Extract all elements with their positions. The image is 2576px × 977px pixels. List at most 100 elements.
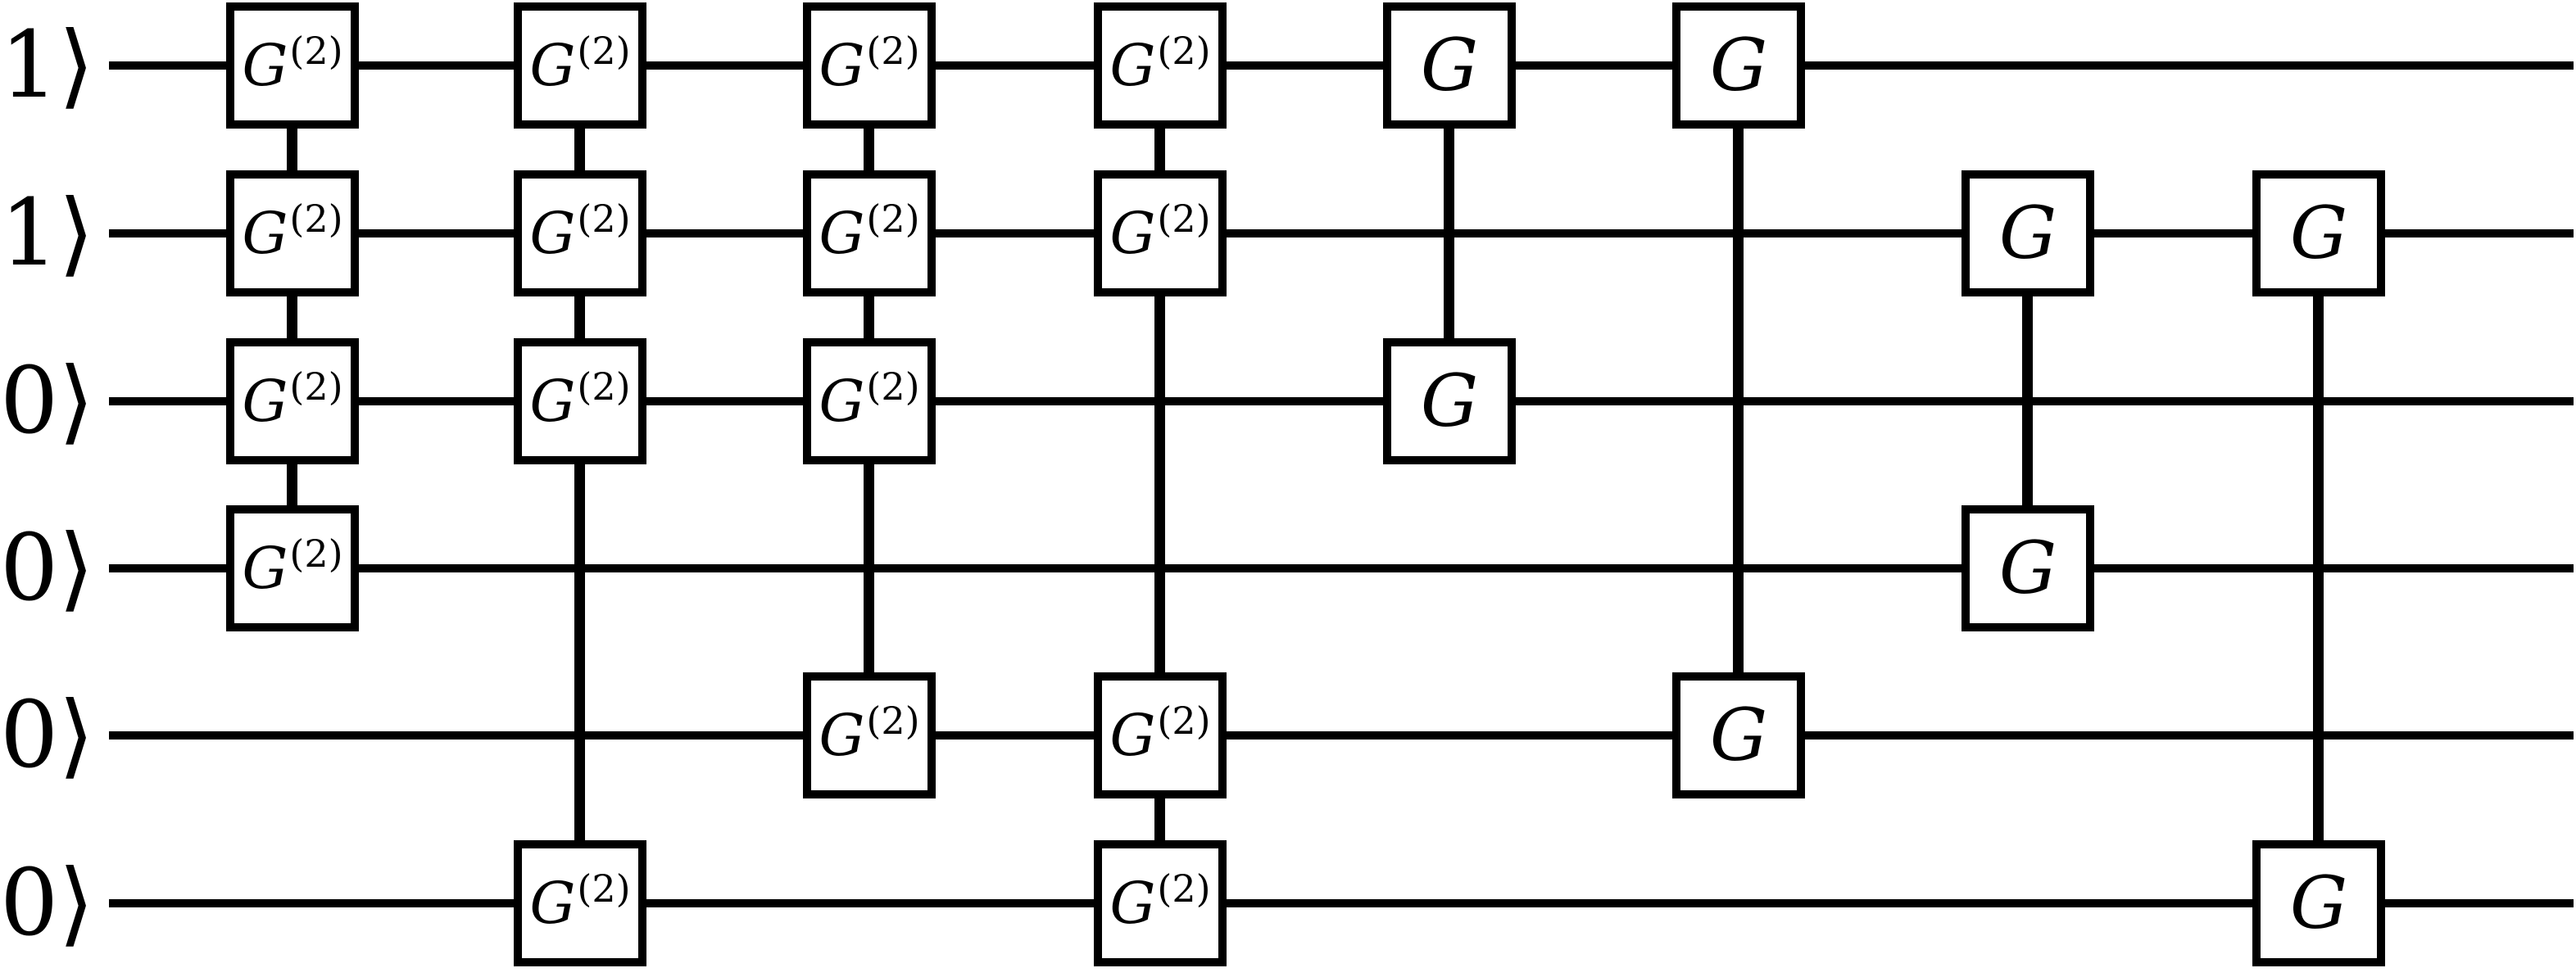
gate-box-g2: G(2) (803, 672, 936, 798)
gate-box-g: G (1672, 672, 1805, 798)
gate-box-g2: G(2) (514, 170, 646, 296)
gate-superscript: (2) (577, 197, 631, 241)
gate-symbol: G (1109, 702, 1156, 769)
gate-superscript: (2) (577, 364, 631, 409)
gate-symbol: G (819, 368, 865, 435)
gate-label: G(2) (529, 32, 630, 94)
gate-connector-line (1733, 66, 1744, 735)
gate-symbol: G (819, 32, 865, 99)
gate-symbol: G (2289, 861, 2348, 945)
gate-box-g: G (1961, 505, 2094, 631)
gate-symbol: G (242, 535, 288, 602)
gate-symbol: G (1109, 870, 1156, 937)
gate-symbol: G (1420, 23, 1479, 107)
gate-superscript: (2) (866, 29, 920, 73)
gate-superscript: (2) (1157, 866, 1211, 911)
gate-label: G(2) (819, 702, 919, 764)
gate-connector-line (2022, 233, 2033, 568)
gate-box-g: G (1383, 338, 1516, 464)
gate-superscript: (2) (866, 699, 920, 743)
qubit-wire (109, 61, 2574, 70)
gate-symbol: G (1998, 526, 2057, 610)
gate-label: G(2) (819, 368, 919, 430)
gate-symbol: G (1709, 693, 1768, 777)
gate-box-g2: G(2) (514, 2, 646, 129)
gate-symbol: G (242, 32, 288, 99)
gate-label: G(2) (242, 32, 342, 94)
gate-box-g2: G(2) (803, 338, 936, 464)
gate-label: G (2290, 197, 2347, 269)
gate-superscript: (2) (289, 531, 343, 576)
gate-box-g2: G(2) (803, 2, 936, 129)
gate-label: G (1421, 365, 1478, 437)
wire-state-label: 1⟩ (0, 12, 94, 119)
wire-state-label: 0⟩ (0, 850, 94, 957)
gate-superscript: (2) (1157, 29, 1211, 73)
gate-superscript: (2) (1157, 197, 1211, 241)
gate-box-g2: G(2) (226, 2, 359, 129)
gate-box-g2: G(2) (1094, 672, 1227, 798)
qubit-wire (109, 731, 2574, 740)
gate-label: G (1421, 29, 1478, 102)
gate-superscript: (2) (289, 197, 343, 241)
gate-label: G(2) (1109, 32, 1210, 94)
gate-label: G (1710, 699, 1767, 771)
gate-label: G (1710, 29, 1767, 102)
wire-state-label: 0⟩ (0, 348, 94, 455)
gate-label: G(2) (242, 535, 342, 597)
gate-label: G(2) (529, 870, 630, 932)
gate-label: G(2) (1109, 702, 1210, 764)
gate-label: G (2290, 867, 2347, 939)
gate-box-g2: G(2) (514, 840, 646, 966)
gate-superscript: (2) (1157, 699, 1211, 743)
gate-connector-line (2313, 233, 2324, 903)
gate-connector-line (287, 66, 297, 568)
gate-label: G(2) (1109, 870, 1210, 932)
gate-symbol: G (1109, 200, 1156, 267)
gate-box-g2: G(2) (514, 338, 646, 464)
gate-connector-line (1444, 66, 1454, 401)
gate-superscript: (2) (866, 364, 920, 409)
gate-box-g2: G(2) (1094, 2, 1227, 129)
gate-label: G(2) (819, 200, 919, 262)
gate-symbol: G (1998, 191, 2057, 275)
gate-box-g2: G(2) (226, 505, 359, 631)
gate-superscript: (2) (289, 29, 343, 73)
gate-label: G(2) (819, 32, 919, 94)
qubit-wire (109, 564, 2574, 572)
gate-label: G(2) (529, 368, 630, 430)
gate-box-g2: G(2) (1094, 840, 1227, 966)
gate-box-g: G (2252, 840, 2385, 966)
gate-box-g: G (1961, 170, 2094, 296)
gate-superscript: (2) (577, 29, 631, 73)
gate-label: G(2) (242, 368, 342, 430)
gate-symbol: G (242, 200, 288, 267)
gate-box-g2: G(2) (803, 170, 936, 296)
gate-label: G (1999, 532, 2057, 604)
qubit-wire (109, 397, 2574, 405)
gate-label: G(2) (1109, 200, 1210, 262)
gate-symbol: G (819, 702, 865, 769)
gate-box-g2: G(2) (226, 170, 359, 296)
gate-label: G (1999, 197, 2057, 269)
gate-box-g2: G(2) (226, 338, 359, 464)
gate-box-g: G (1383, 2, 1516, 129)
gate-superscript: (2) (577, 866, 631, 911)
gate-symbol: G (529, 32, 576, 99)
wire-state-label: 1⟩ (0, 180, 94, 287)
gate-symbol: G (1109, 32, 1156, 99)
qubit-wire (109, 899, 2574, 907)
gate-symbol: G (529, 368, 576, 435)
gate-symbol: G (1420, 359, 1479, 443)
wire-state-label: 0⟩ (0, 515, 94, 622)
gate-box-g: G (2252, 170, 2385, 296)
gate-box-g2: G(2) (1094, 170, 1227, 296)
gate-superscript: (2) (289, 364, 343, 409)
gate-symbol: G (242, 368, 288, 435)
wire-state-label: 0⟩ (0, 682, 94, 789)
gate-symbol: G (529, 870, 576, 937)
qubit-wire (109, 229, 2574, 237)
gate-symbol: G (1709, 23, 1768, 107)
gate-label: G(2) (242, 200, 342, 262)
